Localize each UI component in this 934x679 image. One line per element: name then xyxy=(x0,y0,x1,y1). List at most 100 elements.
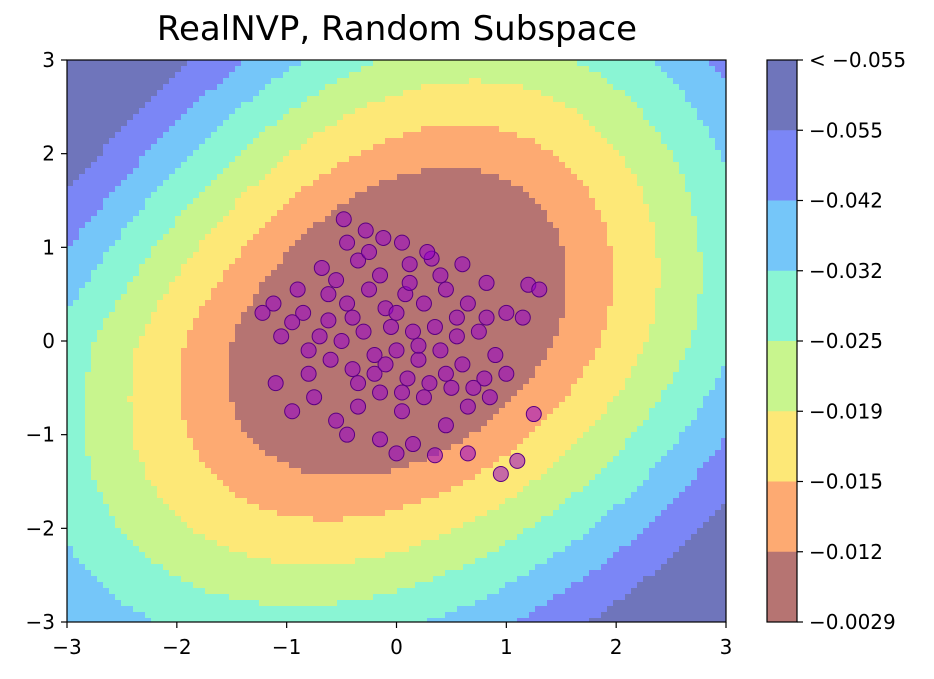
contour-cell xyxy=(649,90,656,97)
contour-cell xyxy=(421,180,428,187)
contour-cell xyxy=(673,84,680,91)
contour-cell xyxy=(211,96,218,103)
contour-cell xyxy=(91,312,98,319)
contour-cell xyxy=(589,276,596,283)
contour-cell xyxy=(721,96,726,103)
contour-cell xyxy=(421,198,428,205)
contour-cell xyxy=(283,66,290,73)
contour-cell xyxy=(673,192,680,199)
contour-cell xyxy=(241,246,248,253)
contour-cell xyxy=(595,234,602,241)
contour-cell xyxy=(601,132,608,139)
contour-cell xyxy=(277,228,284,235)
contour-cell xyxy=(235,108,242,115)
contour-cell xyxy=(163,222,170,229)
contour-cell xyxy=(601,246,608,253)
contour-cell xyxy=(193,252,200,259)
contour-cell xyxy=(223,324,230,331)
contour-cell xyxy=(85,96,92,103)
contour-cell xyxy=(295,126,302,133)
contour-cell xyxy=(115,222,122,229)
contour-cell xyxy=(115,102,122,109)
contour-cell xyxy=(385,276,392,283)
contour-cell xyxy=(697,90,704,97)
contour-cell xyxy=(67,150,74,157)
contour-cell xyxy=(595,312,602,319)
contour-cell xyxy=(451,306,458,313)
contour-cell xyxy=(355,60,362,67)
contour-cell xyxy=(223,150,230,157)
contour-cell xyxy=(637,108,644,115)
contour-cell xyxy=(439,228,446,235)
contour-cell xyxy=(343,156,350,163)
contour-cell xyxy=(205,96,212,103)
contour-cell xyxy=(559,324,566,331)
contour-cell xyxy=(613,120,620,127)
contour-cell xyxy=(421,126,428,133)
contour-cell xyxy=(187,96,194,103)
contour-cell xyxy=(571,138,578,145)
contour-cell xyxy=(295,96,302,103)
contour-cell xyxy=(205,222,212,229)
contour-cell xyxy=(673,204,680,211)
contour-cell xyxy=(325,96,332,103)
contour-cell xyxy=(67,300,74,307)
contour-cell xyxy=(613,270,620,277)
contour-cell xyxy=(289,156,296,163)
contour-cell xyxy=(721,252,726,259)
contour-cell xyxy=(607,114,614,121)
contour-cell xyxy=(439,210,446,217)
contour-cell xyxy=(649,216,656,223)
contour-cell xyxy=(601,102,608,109)
contour-cell xyxy=(211,114,218,121)
contour-cell xyxy=(565,66,572,73)
contour-cell xyxy=(337,264,344,271)
contour-cell xyxy=(67,192,74,199)
contour-cell xyxy=(691,228,698,235)
contour-cell xyxy=(673,168,680,175)
contour-cell xyxy=(307,144,314,151)
contour-cell xyxy=(223,78,230,85)
contour-cell xyxy=(415,96,422,103)
contour-cell xyxy=(265,282,272,289)
contour-cell xyxy=(607,210,614,217)
contour-cell xyxy=(511,84,518,91)
contour-cell xyxy=(505,66,512,73)
contour-cell xyxy=(205,210,212,217)
contour-cell xyxy=(97,258,104,265)
contour-cell xyxy=(481,138,488,145)
contour-cell xyxy=(601,192,608,199)
contour-cell xyxy=(469,90,476,97)
contour-cell xyxy=(157,234,164,241)
contour-cell xyxy=(529,192,536,199)
contour-cell xyxy=(169,312,176,319)
contour-cell xyxy=(175,270,182,277)
contour-cell xyxy=(199,168,206,175)
contour-cell xyxy=(451,276,458,283)
contour-cell xyxy=(187,150,194,157)
contour-cell xyxy=(403,186,410,193)
contour-cell xyxy=(379,324,386,331)
contour-cell xyxy=(529,138,536,145)
contour-cell xyxy=(193,102,200,109)
contour-cell xyxy=(577,324,584,331)
contour-cell xyxy=(91,102,98,109)
contour-cell xyxy=(553,246,560,253)
contour-cell xyxy=(577,60,584,67)
contour-cell xyxy=(151,276,158,283)
contour-cell xyxy=(685,276,692,283)
contour-cell xyxy=(151,282,158,289)
contour-cell xyxy=(283,222,290,229)
contour-cell xyxy=(391,294,398,301)
contour-cell xyxy=(667,90,674,97)
contour-cell xyxy=(169,240,176,247)
contour-cell xyxy=(685,84,692,91)
contour-cell xyxy=(175,306,182,313)
contour-cell xyxy=(535,186,542,193)
contour-cell xyxy=(127,234,134,241)
contour-cell xyxy=(247,204,254,211)
contour-cell xyxy=(631,174,638,181)
contour-cell xyxy=(319,246,326,253)
contour-cell xyxy=(379,294,386,301)
contour-cell xyxy=(169,330,176,337)
